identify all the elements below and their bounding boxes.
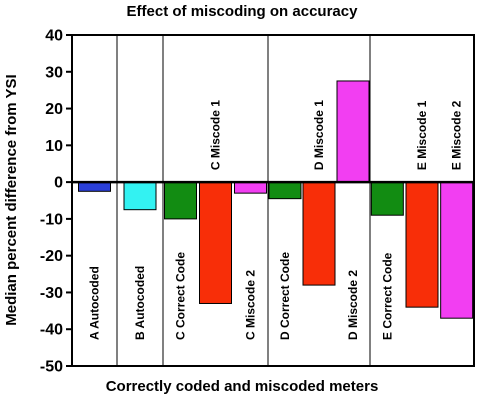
bar-label: D Miscode 1 <box>312 100 326 170</box>
y-tick-label: -10 <box>40 211 63 228</box>
bar-d-3 <box>336 80 370 183</box>
bar-label: C Miscode 1 <box>209 100 223 170</box>
chart-title: Effect of miscoding on accuracy <box>127 3 359 20</box>
bar-e-1 <box>370 181 404 216</box>
y-tick-label: 40 <box>45 28 63 45</box>
y-tick-label: -50 <box>40 359 63 376</box>
bar-label: B Autocoded <box>133 266 147 340</box>
bar-label: E Miscode 2 <box>450 100 464 170</box>
bar-label: D Correct Code <box>278 252 292 340</box>
bar-label: E Miscode 1 <box>415 100 429 170</box>
bar-label: C Correct Code <box>174 252 188 340</box>
bar-a-1 <box>78 181 111 192</box>
y-axis-label: Median percent difference from YSI <box>3 74 20 325</box>
plot-area: 40 30 20 10 0 -10 -20 -30 -40 -50 A Autocoded B Aut… <box>40 28 475 376</box>
bar-c-1 <box>164 181 197 220</box>
bar-label: D Miscode 2 <box>346 270 360 340</box>
bar-d-1 <box>268 181 302 200</box>
plot-frame <box>71 34 475 367</box>
bar-d-2 <box>302 181 336 286</box>
bar-label: E Correct Code <box>380 252 394 340</box>
y-tick-label: -30 <box>40 285 63 302</box>
bar-e-2 <box>405 181 439 308</box>
bar-label: A Autocoded <box>88 266 102 340</box>
y-tick-label: -40 <box>40 322 63 339</box>
bar-e-3 <box>440 181 474 319</box>
bar-b-1 <box>123 181 157 211</box>
y-tick-label: 30 <box>45 64 63 81</box>
y-tick-label: 10 <box>45 138 63 155</box>
bar-c-3 <box>234 181 267 194</box>
y-tick-label: -20 <box>40 248 63 265</box>
x-axis-label: Correctly coded and miscoded meters <box>106 378 379 395</box>
y-tick-label: 20 <box>45 101 63 118</box>
bar-label: C Miscode 2 <box>244 270 258 340</box>
bar-c-2 <box>199 181 232 304</box>
y-tick-label: 0 <box>54 175 63 192</box>
